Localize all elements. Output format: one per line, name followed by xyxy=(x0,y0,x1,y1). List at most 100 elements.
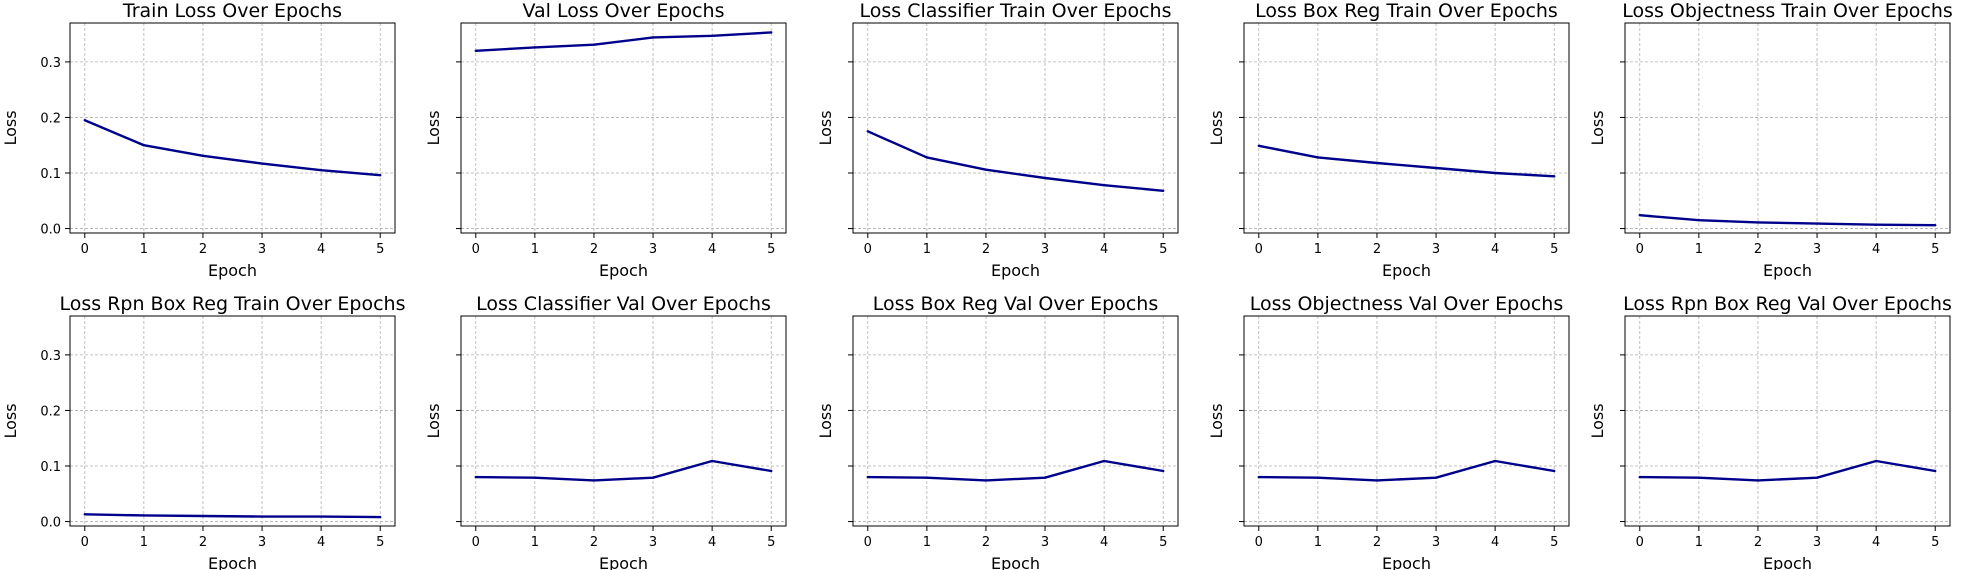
chart-title: Loss Box Reg Train Over Epochs xyxy=(1255,0,1558,22)
x-tick-label: 2 xyxy=(1754,242,1762,257)
x-tick-label: 1 xyxy=(1314,535,1322,550)
y-tick-label: 0.1 xyxy=(40,460,61,475)
x-tick-label: 4 xyxy=(1100,535,1108,550)
subplot-7: 0 1 2 3 4 5 Loss Classifier Val Over Epochs Epo… xyxy=(424,293,787,570)
data-point xyxy=(142,144,146,147)
axes-frame xyxy=(460,315,787,527)
loss-series-line xyxy=(84,119,381,177)
chart-title: Val Loss Over Epochs xyxy=(522,0,724,22)
data-point xyxy=(984,168,988,171)
axes-frame xyxy=(460,22,787,234)
subplot-10: 0 1 2 3 4 5 Loss Rpn Box Reg Val Over Epochs Ep… xyxy=(1588,293,1952,570)
x-tick-label: 0 xyxy=(1255,242,1263,257)
chart-title: Loss Rpn Box Reg Val Over Epochs xyxy=(1623,293,1952,315)
data-point xyxy=(1553,175,1556,178)
y-axis-label: Loss xyxy=(1588,403,1607,438)
subplot-4: 0 1 2 3 4 5 Loss Box Reg Train Over Epochs Epoc… xyxy=(1207,0,1570,280)
y-axis-label: Loss xyxy=(424,110,443,145)
axes-frame xyxy=(69,22,396,234)
x-axis-label: Epoch xyxy=(1763,261,1812,280)
data-point xyxy=(651,476,655,479)
data-point xyxy=(1257,475,1260,479)
x-tick-label: 1 xyxy=(140,242,148,257)
x-tick-label: 5 xyxy=(1550,535,1558,550)
y-tick-label: 0.0 xyxy=(40,516,61,531)
x-tick-label: 2 xyxy=(590,242,598,257)
data-point xyxy=(710,34,714,37)
data-point xyxy=(474,475,477,479)
x-tick-label: 4 xyxy=(1491,242,1499,257)
x-axis-label: Epoch xyxy=(991,554,1040,570)
chart-title: Loss Objectness Val Over Epochs xyxy=(1250,293,1563,315)
chart-title: Loss Rpn Box Reg Train Over Epochs xyxy=(60,293,406,315)
x-axis-label: Epoch xyxy=(991,261,1040,280)
data-point xyxy=(1874,459,1878,463)
data-point xyxy=(651,36,655,39)
x-tick-label: 1 xyxy=(531,535,539,550)
data-point xyxy=(319,515,323,518)
x-tick-label: 1 xyxy=(1314,242,1322,257)
x-tick-label: 3 xyxy=(1432,242,1440,257)
data-point xyxy=(83,513,86,516)
data-point xyxy=(1375,161,1379,165)
chart-title: Loss Classifier Val Over Epochs xyxy=(476,293,771,315)
x-tick-label: 4 xyxy=(1100,242,1108,257)
data-point xyxy=(1102,184,1106,187)
loss-series-line xyxy=(867,459,1164,482)
loss-series-line xyxy=(1639,459,1936,482)
data-point xyxy=(770,469,773,473)
x-tick-label: 5 xyxy=(1159,242,1167,257)
x-tick-label: 3 xyxy=(1432,535,1440,550)
x-axis-label: Epoch xyxy=(208,554,257,570)
x-tick-label: 2 xyxy=(982,242,990,257)
data-point xyxy=(201,514,205,518)
data-point xyxy=(379,174,382,177)
data-point xyxy=(533,46,537,49)
x-tick-label: 0 xyxy=(81,535,89,550)
x-tick-label: 1 xyxy=(140,535,148,550)
x-tick-label: 5 xyxy=(1550,242,1558,257)
y-tick-label: 0.2 xyxy=(40,404,61,419)
y-tick-label: 0.3 xyxy=(40,56,61,71)
chart-title: Loss Classifier Train Over Epochs xyxy=(860,0,1172,22)
chart-title: Loss Box Reg Val Over Epochs xyxy=(873,293,1159,315)
data-point xyxy=(1638,214,1641,217)
data-point xyxy=(83,119,86,122)
chart-title: Train Loss Over Epochs xyxy=(122,0,342,22)
data-point xyxy=(1316,156,1320,159)
x-tick-label: 3 xyxy=(258,535,266,550)
y-tick-label: 0.0 xyxy=(40,223,61,238)
axes-frame xyxy=(1243,22,1570,234)
x-axis-label: Epoch xyxy=(599,261,648,280)
x-tick-label: 4 xyxy=(708,242,716,257)
x-tick-label: 0 xyxy=(1636,535,1644,550)
data-point xyxy=(1375,479,1379,482)
data-point xyxy=(1756,479,1760,482)
loss-series-line xyxy=(475,459,772,482)
axes-frame xyxy=(1243,315,1570,527)
y-axis-label: Loss xyxy=(1588,110,1607,145)
x-tick-label: 4 xyxy=(1491,535,1499,550)
x-tick-label: 1 xyxy=(1695,242,1703,257)
subplot-2: 0 1 2 3 4 5 Val Loss Over Epochs Epoch Loss xyxy=(424,0,787,280)
x-tick-label: 4 xyxy=(1872,535,1880,550)
loss-series-line xyxy=(1258,459,1555,482)
x-tick-label: 5 xyxy=(767,242,775,257)
subplot-1: 0 1 2 3 4 5 0.0 0.1 0.2 0.3 Train Loss Over Epochs… xyxy=(1,0,396,280)
data-point xyxy=(866,475,869,479)
loss-series-line xyxy=(867,130,1164,192)
data-point xyxy=(1874,223,1878,226)
subplot-5: 0 1 2 3 4 5 Loss Objectness Train Over Epochs E… xyxy=(1588,0,1953,280)
x-tick-label: 0 xyxy=(472,242,480,257)
data-point xyxy=(1043,476,1047,479)
x-tick-label: 0 xyxy=(864,535,872,550)
data-point xyxy=(142,514,146,517)
x-tick-label: 5 xyxy=(376,242,384,257)
y-tick-label: 0.1 xyxy=(40,167,61,182)
data-point xyxy=(770,31,773,34)
y-axis-label: Loss xyxy=(424,403,443,438)
axes-frame xyxy=(852,315,1179,527)
data-point xyxy=(1697,219,1701,222)
x-tick-label: 3 xyxy=(649,535,657,550)
subplot-3: 0 1 2 3 4 5 Loss Classifier Train Over Epochs E… xyxy=(816,0,1179,280)
